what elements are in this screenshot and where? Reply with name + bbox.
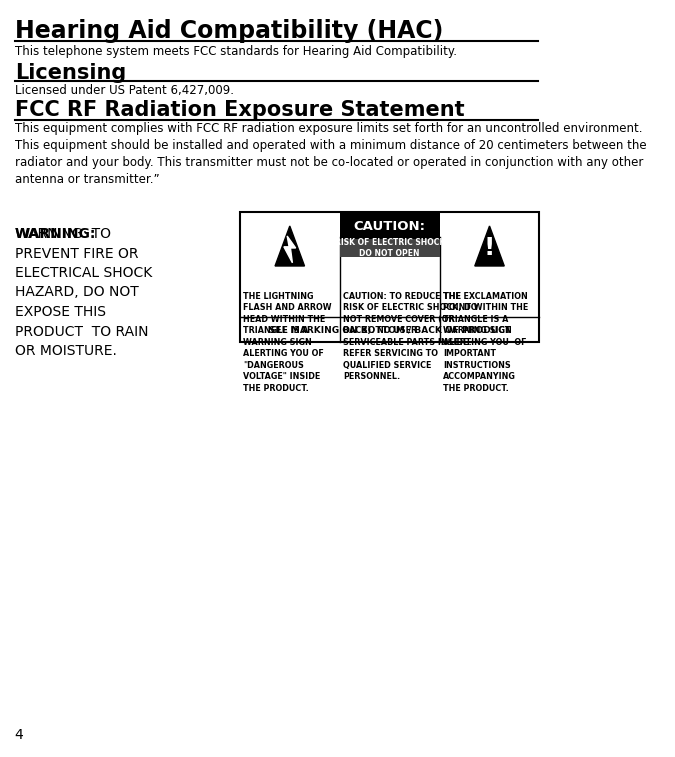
Text: CAUTION:: CAUTION: (354, 220, 426, 233)
Polygon shape (475, 226, 504, 266)
Text: WARNING: TO
PREVENT FIRE OR
ELECTRICAL SHOCK
HAZARD, DO NOT
EXPOSE THIS
PRODUCT : WARNING: TO PREVENT FIRE OR ELECTRICAL S… (15, 227, 152, 358)
Text: CAUTION: TO REDUCE THE
RISK OF ELECTRIC SHOCK, DO
NOT REMOVE COVER (OR
BACK). NO: CAUTION: TO REDUCE THE RISK OF ELECTRIC … (343, 292, 477, 382)
Text: 4: 4 (15, 728, 24, 742)
Bar (340, 212, 439, 257)
Bar (340, 239, 439, 257)
Text: THE EXCLAMATION
POINT WITHIN THE
TRIANGLE IS A
WARNING SIGN
ALERTING YOU  OF
IMP: THE EXCLAMATION POINT WITHIN THE TRIANGL… (443, 292, 528, 393)
Text: THE LIGHTNING
FLASH AND ARROW
HEAD WITHIN THE
TRIANGLE IS A
WARNING SIGN
ALERTIN: THE LIGHTNING FLASH AND ARROW HEAD WITHI… (243, 292, 331, 393)
Text: SEE MARKING ON BOTTOM / BACK OF PRODUCT: SEE MARKING ON BOTTOM / BACK OF PRODUCT (269, 326, 511, 335)
Text: Licensing: Licensing (15, 63, 126, 83)
Text: This telephone system meets FCC standards for Hearing Aid Compatibility.: This telephone system meets FCC standard… (15, 45, 457, 58)
Text: Hearing Aid Compatibility (HAC): Hearing Aid Compatibility (HAC) (15, 19, 443, 43)
Text: FCC RF Radiation Exposure Statement: FCC RF Radiation Exposure Statement (15, 100, 464, 120)
Bar (240, 212, 539, 342)
Text: Licensed under US Patent 6,427,009.: Licensed under US Patent 6,427,009. (15, 84, 234, 97)
Polygon shape (284, 236, 296, 263)
Text: !: ! (484, 236, 495, 260)
Text: WARNING:: WARNING: (15, 227, 96, 241)
Text: RISK OF ELECTRIC SHOCK
DO NOT OPEN: RISK OF ELECTRIC SHOCK DO NOT OPEN (335, 238, 445, 258)
Text: This equipment complies with FCC RF radiation exposure limits set forth for an u: This equipment complies with FCC RF radi… (15, 122, 647, 186)
Polygon shape (275, 226, 304, 266)
